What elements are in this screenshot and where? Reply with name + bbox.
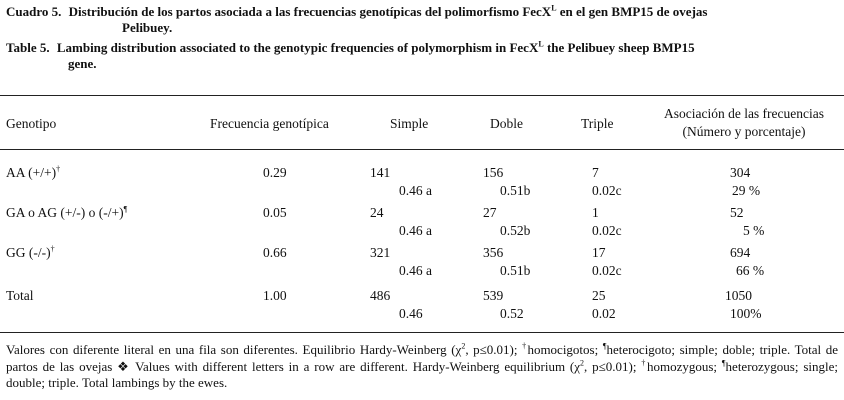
row-triple-f: 0.02 <box>592 306 616 321</box>
row-total-p: 100% <box>730 306 762 321</box>
row-doble-f: 0.52 <box>500 306 524 321</box>
row-genotipo-total: Total <box>6 288 34 303</box>
row-doble-f: 0.51b <box>500 183 531 198</box>
row-simple-f: 0.46 <box>399 306 423 321</box>
header-doble: Doble <box>490 116 523 131</box>
row-triple-n: 17 <box>592 245 606 260</box>
row-triple-n: 25 <box>592 288 606 303</box>
row-simple-f: 0.46 a <box>399 223 432 238</box>
caption-text: Distribución de los partos asociada a la… <box>68 4 552 19</box>
caption-label: Cuadro 5. <box>6 4 62 19</box>
row-simple-n: 141 <box>370 165 391 180</box>
table-header-rule <box>0 149 844 150</box>
row-genotipo: GG (-/-)† <box>6 244 55 260</box>
header-asociacion-sub: (Número y porcentaje) <box>682 124 806 139</box>
row-simple-n: 24 <box>370 205 384 220</box>
row-triple-f: 0.02c <box>592 223 622 238</box>
row-doble-n: 156 <box>483 165 504 180</box>
row-frecuencia: 0.29 <box>263 165 287 180</box>
pilcrow-mark: ¶ <box>123 204 128 214</box>
caption-spanish: Cuadro 5. Distribución de los partos aso… <box>6 4 836 36</box>
row-simple-n: 321 <box>370 245 391 260</box>
row-doble-n: 539 <box>483 288 504 303</box>
row-triple-f: 0.02c <box>592 263 622 278</box>
header-frecuencia: Frecuencia genotípica <box>210 116 329 131</box>
table-bottom-rule <box>0 332 844 333</box>
row-frecuencia: 0.05 <box>263 205 287 220</box>
row-total-n: 304 <box>730 165 751 180</box>
row-total-n: 1050 <box>725 288 752 303</box>
caption-text-line2: Pelibuey. <box>122 20 173 35</box>
caption-label: Table 5. <box>6 40 50 55</box>
caption-text: Lambing distribution associated to the g… <box>56 40 539 55</box>
row-frecuencia: 1.00 <box>263 288 287 303</box>
dagger-mark: † <box>56 164 61 174</box>
header-genotipo: Genotipo <box>6 116 57 131</box>
caption-text-cont: en el gen BMP15 de ovejas <box>556 4 708 19</box>
row-total-p: 66 % <box>736 263 765 278</box>
row-doble-f: 0.52b <box>500 223 531 238</box>
row-doble-n: 27 <box>483 205 497 220</box>
row-total-n: 694 <box>730 245 751 260</box>
row-simple-f: 0.46 a <box>399 263 432 278</box>
caption-english: Table 5. Lambing distribution associated… <box>6 40 836 72</box>
header-simple: Simple <box>390 116 429 131</box>
table-footnote: Valores con diferente literal en una fil… <box>6 341 839 390</box>
row-frecuencia: 0.66 <box>263 245 287 260</box>
row-doble-f: 0.51b <box>500 263 531 278</box>
row-genotipo: AA (+/+)† <box>6 164 61 180</box>
row-total-p: 29 % <box>732 183 761 198</box>
header-triple: Triple <box>581 116 614 131</box>
caption-superscript: L <box>551 3 557 13</box>
row-doble-n: 356 <box>483 245 504 260</box>
row-triple-f: 0.02c <box>592 183 622 198</box>
table-top-rule <box>0 95 844 96</box>
row-simple-f: 0.46 a <box>399 183 432 198</box>
row-simple-n: 486 <box>370 288 391 303</box>
dagger-mark: † <box>50 244 55 254</box>
row-triple-n: 7 <box>592 165 599 180</box>
caption-superscript: L <box>538 39 544 49</box>
caption-text-cont: the Pelibuey sheep BMP15 <box>543 40 695 55</box>
header-asociacion: Asociación de las frecuencias <box>663 106 825 121</box>
row-total-n: 52 <box>730 205 744 220</box>
row-genotipo: GA o AG (+/-) o (-/+)¶ <box>6 204 128 220</box>
row-total-p: 5 % <box>743 223 765 238</box>
caption-text-line2: gene. <box>68 56 97 71</box>
row-triple-n: 1 <box>592 205 599 220</box>
